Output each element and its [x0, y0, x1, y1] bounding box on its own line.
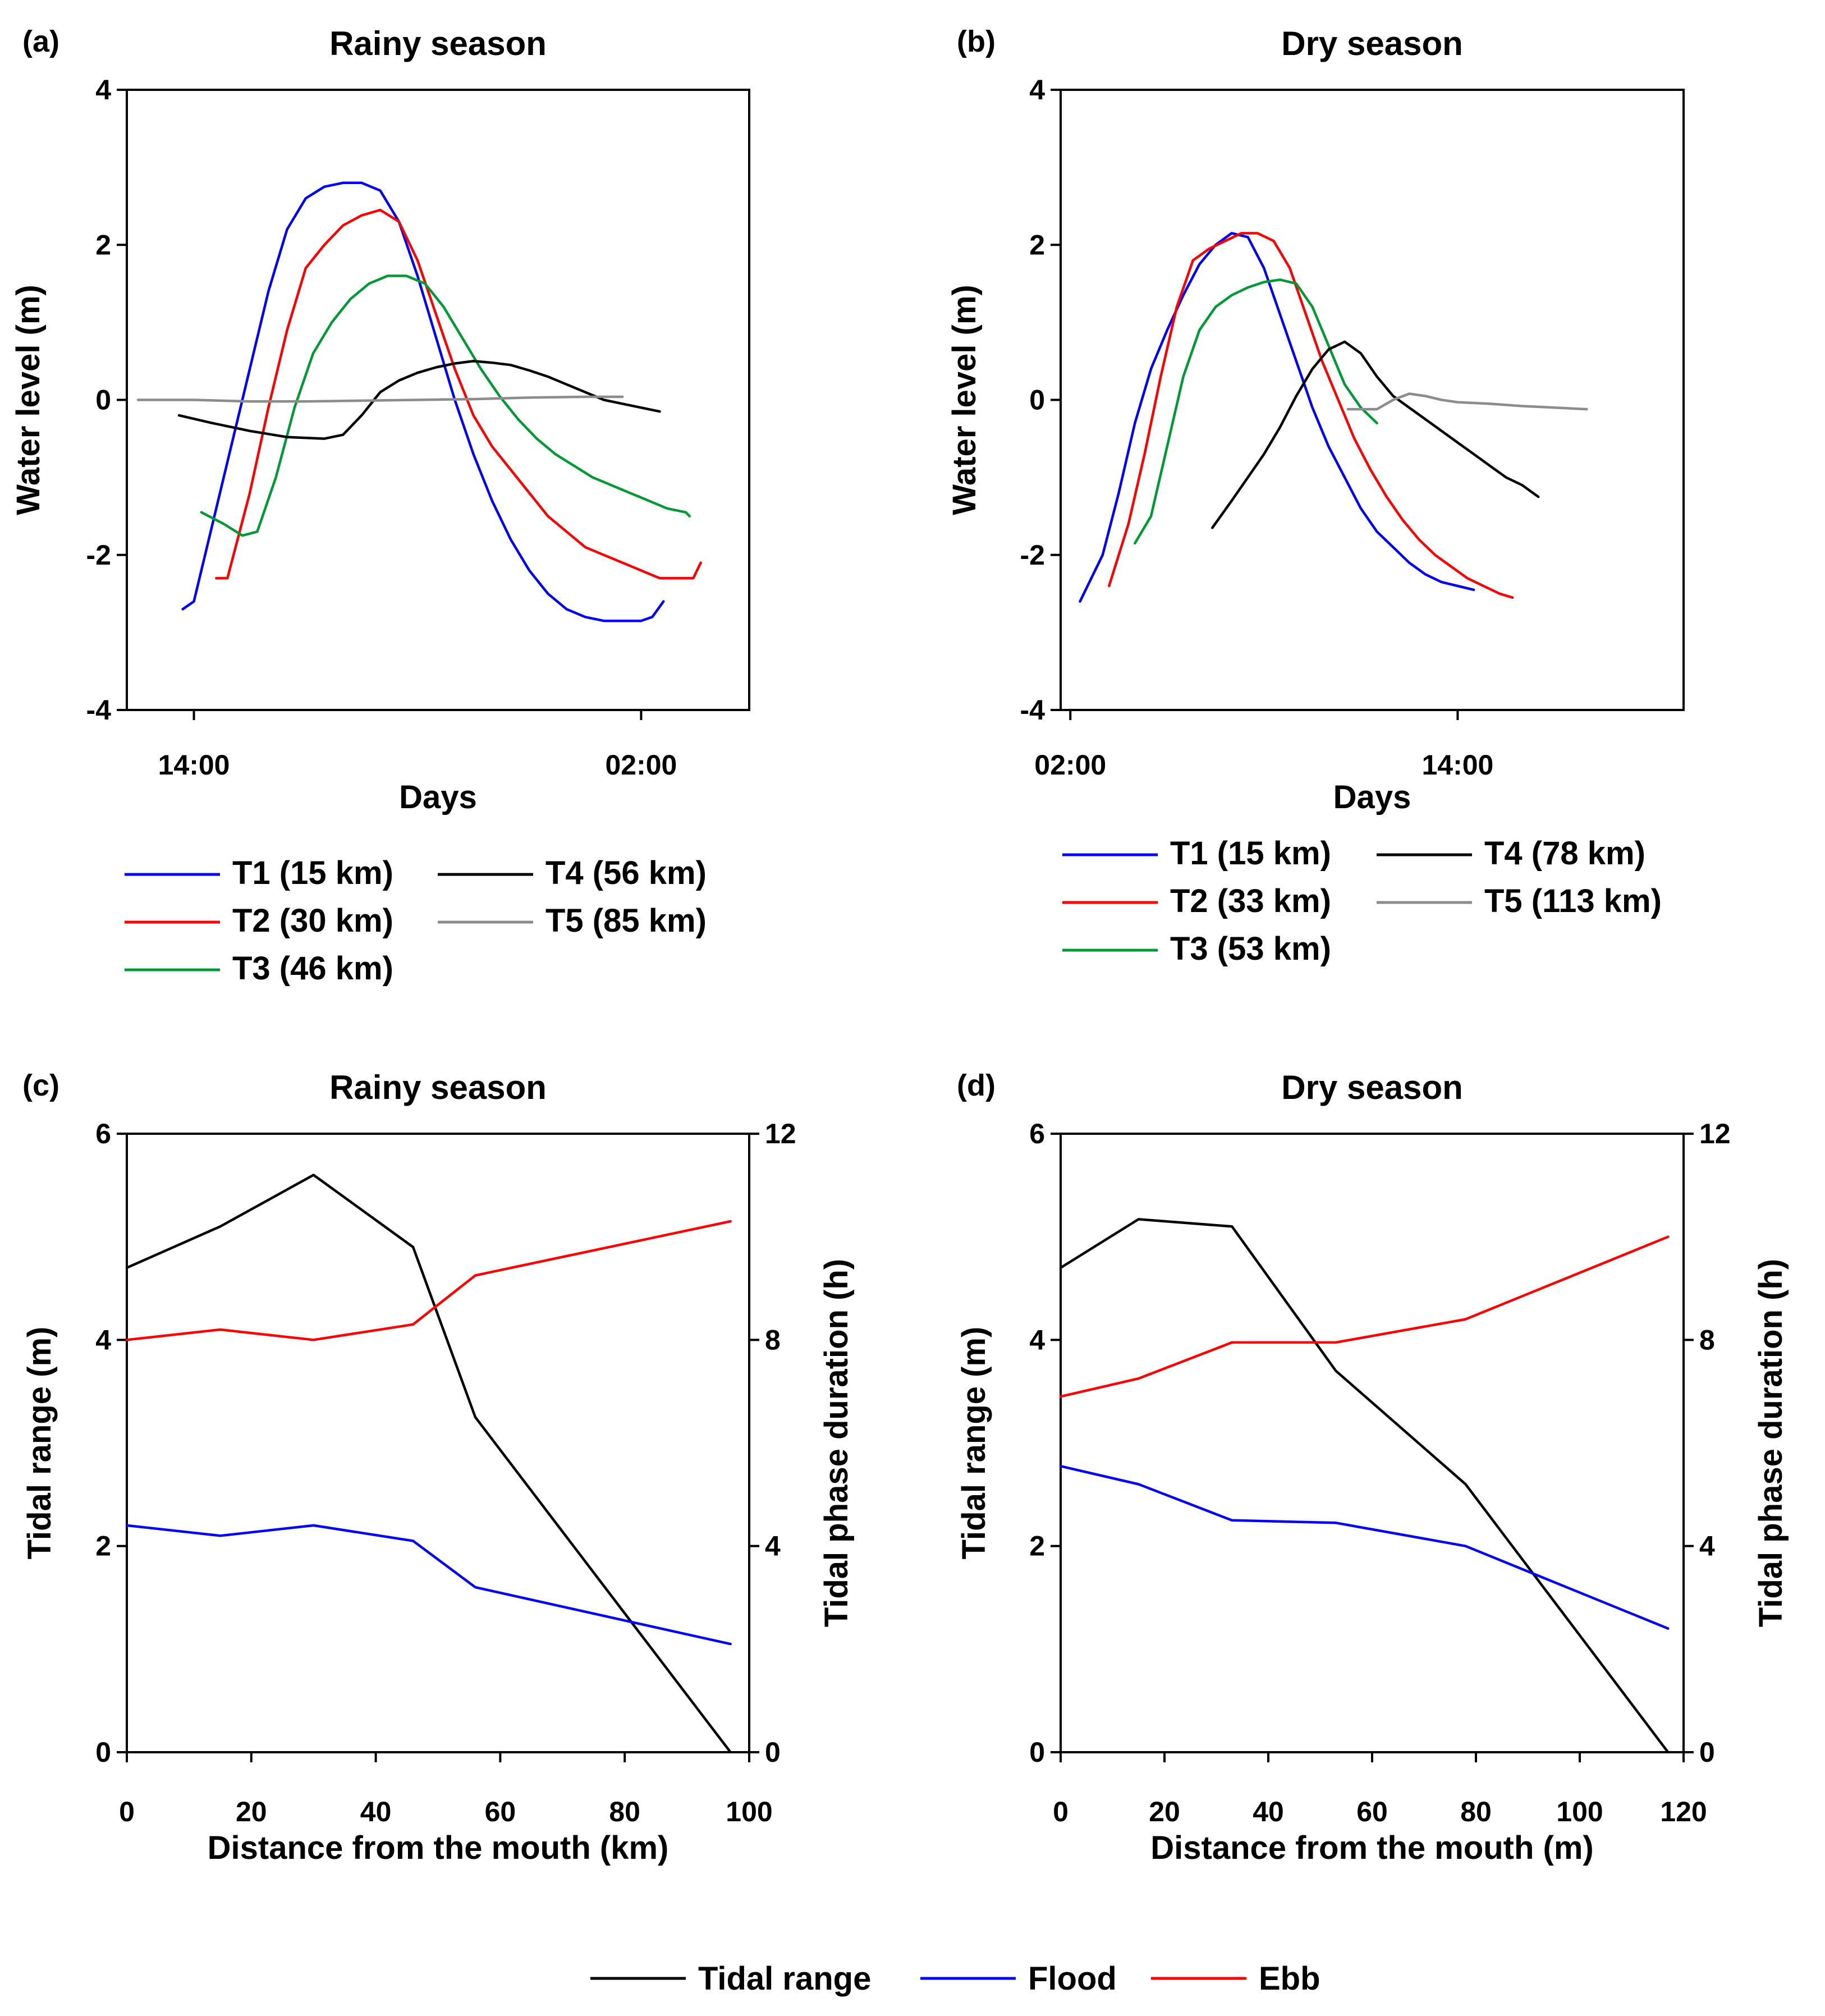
- chart-title: Rainy season: [329, 1069, 547, 1106]
- y2-axis-label: Tidal phase duration (h): [1753, 1259, 1789, 1627]
- y-axis-label: Tidal range (m): [21, 1327, 58, 1560]
- x-tick-label: 120: [1660, 1796, 1707, 1827]
- series-line-flood: [125, 1524, 732, 1646]
- y2-tick-label: 12: [765, 1118, 796, 1149]
- series-line-tidal-range: [1059, 1218, 1670, 1754]
- legend-label-flood: Flood: [1028, 1960, 1117, 1997]
- panel-letter: (c): [22, 1069, 59, 1102]
- series-line-tidal-range: [125, 1174, 732, 1754]
- legend-label-t5: T5 (113 km): [1484, 883, 1662, 919]
- y-tick-label: 6: [1029, 1118, 1045, 1149]
- x-tick-label: 100: [726, 1796, 772, 1827]
- y-axis-label: Water level (m): [10, 285, 47, 515]
- legend-label-t1: T1 (15 km): [232, 855, 393, 891]
- legend-label-t2: T2 (33 km): [1170, 883, 1331, 919]
- legend-label-t4: T4 (56 km): [545, 855, 707, 891]
- series-line-t3: [200, 274, 691, 537]
- y-tick-label: 0: [95, 1736, 111, 1768]
- y-tick-label: -4: [1020, 694, 1046, 726]
- x-tick-label: 02:00: [1034, 749, 1106, 781]
- x-tick-label: 20: [1149, 1796, 1180, 1827]
- x-tick-label: 02:00: [605, 749, 677, 781]
- x-tick-label: 14:00: [1422, 749, 1493, 781]
- y2-tick-label: 12: [1699, 1118, 1731, 1149]
- y-tick-label: 2: [1029, 229, 1045, 260]
- y-axis-label: Tidal range (m): [956, 1327, 992, 1560]
- y2-tick-label: 0: [1699, 1736, 1715, 1768]
- legend-label-tidal_range: Tidal range: [698, 1960, 871, 1997]
- x-tick-label: 0: [1053, 1796, 1069, 1827]
- x-axis-label: Days: [399, 779, 477, 815]
- series-line-t5: [136, 395, 624, 403]
- legend-label-t4: T4 (78 km): [1484, 835, 1645, 872]
- y-tick-label: -2: [1020, 539, 1045, 571]
- y-tick-label: 4: [1029, 74, 1045, 106]
- y-tick-label: -4: [86, 694, 112, 726]
- x-tick-label: 14:00: [158, 749, 230, 781]
- chart-title: Dry season: [1281, 1069, 1463, 1106]
- legend: T1 (15 km) T2 (33 km) T3 (53 km) T4 (78 km)…: [1062, 835, 1662, 967]
- x-tick-label: 0: [119, 1796, 135, 1827]
- y2-axis-label: Tidal phase duration (h): [818, 1259, 855, 1627]
- x-axis-label: Distance from the mouth (km): [208, 1830, 669, 1866]
- series-line-t1: [1079, 232, 1475, 603]
- series-line-t2: [1108, 232, 1514, 599]
- series-line-ebb: [1059, 1235, 1670, 1398]
- legend-label-t5: T5 (85 km): [545, 902, 707, 939]
- chart-title: Rainy season: [329, 25, 547, 62]
- y-tick-label: -2: [86, 539, 111, 571]
- panel-a: (a) Rainy season -4 -2 0 2 4 14:00 02:00 Days Wate…: [10, 25, 750, 987]
- x-tick-label: 40: [360, 1796, 392, 1827]
- legend-label-ebb: Ebb: [1259, 1960, 1320, 1997]
- y-tick-label: 6: [95, 1118, 111, 1149]
- legend: T1 (15 km) T2 (30 km) T3 (46 km) T4 (56 km)…: [125, 855, 707, 987]
- plot-frame: [1060, 89, 1685, 711]
- y2-tick-label: 0: [765, 1736, 781, 1768]
- y-axis-label: Water level (m): [946, 285, 983, 515]
- x-tick-label: 20: [236, 1796, 267, 1827]
- y-tick-label: 2: [1029, 1531, 1045, 1562]
- panel-letter: (a): [22, 25, 59, 58]
- x-axis-label: Distance from the mouth (m): [1150, 1830, 1594, 1866]
- chart-title: Dry season: [1281, 25, 1463, 62]
- y2-tick-label: 4: [1699, 1531, 1715, 1562]
- y-tick-label: 4: [1029, 1324, 1045, 1355]
- panel-b: (b) Dry season -4 -2 0 2 4 02:00 14:00 Days Water …: [946, 25, 1685, 967]
- series-line-t4: [1211, 340, 1540, 529]
- y-tick-label: 4: [95, 1324, 111, 1355]
- y-tick-label: 0: [1029, 1736, 1045, 1768]
- series-line-t4: [177, 360, 661, 440]
- legend-label-t3: T3 (46 km): [232, 950, 393, 987]
- x-tick-label: 80: [1460, 1796, 1492, 1827]
- x-tick-label: 40: [1253, 1796, 1284, 1827]
- y2-tick-label: 8: [1699, 1324, 1715, 1355]
- panel-letter: (b): [957, 25, 996, 58]
- y-tick-label: 4: [95, 74, 111, 106]
- y2-tick-label: 4: [765, 1531, 781, 1562]
- series-line-t1: [181, 181, 665, 622]
- y-tick-label: 0: [95, 384, 111, 416]
- series-line-ebb: [125, 1220, 732, 1341]
- legend-label-t3: T3 (53 km): [1170, 931, 1331, 967]
- bottom-legend: Tidal range Flood Ebb: [590, 1960, 1320, 1997]
- series-line-t5: [1346, 392, 1588, 411]
- series-line-t3: [1134, 278, 1378, 545]
- x-tick-label: 60: [1356, 1796, 1388, 1827]
- x-axis-label: Days: [1333, 779, 1411, 815]
- x-tick-label: 100: [1556, 1796, 1603, 1827]
- y-tick-label: 2: [95, 1531, 111, 1562]
- y2-tick-label: 8: [765, 1324, 781, 1355]
- series-line-t2: [215, 208, 702, 580]
- legend-label-t2: T2 (30 km): [232, 902, 393, 939]
- legend-label-t1: T1 (15 km): [1170, 835, 1331, 872]
- y-tick-label: 0: [1029, 384, 1045, 416]
- y-tick-label: 2: [95, 229, 111, 260]
- x-tick-label: 60: [485, 1796, 516, 1827]
- panel-letter: (d): [957, 1069, 996, 1102]
- series-line-flood: [1059, 1465, 1670, 1630]
- x-tick-label: 80: [609, 1796, 640, 1827]
